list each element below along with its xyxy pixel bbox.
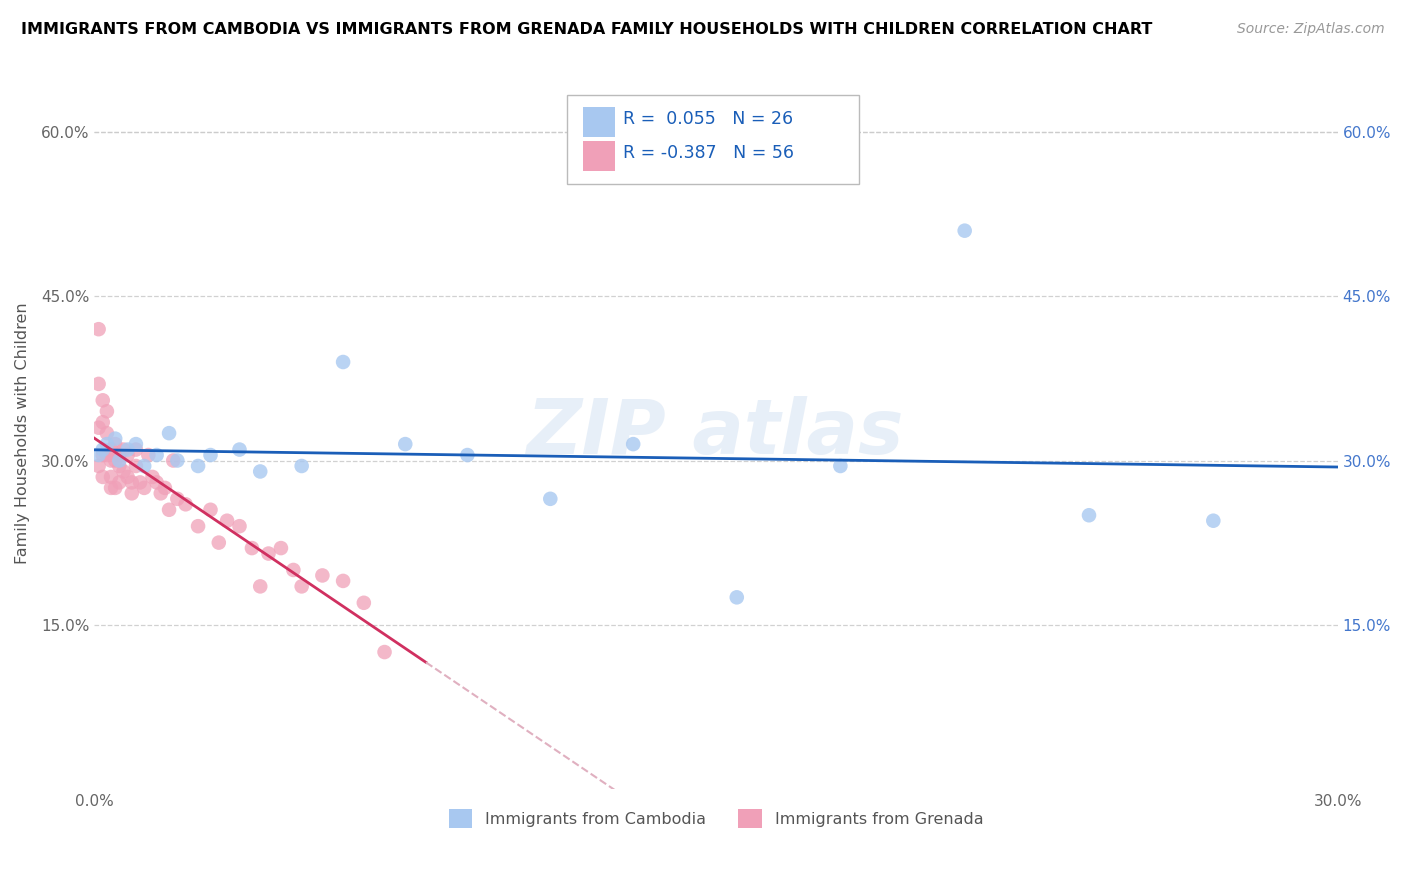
Point bbox=[187, 519, 209, 533]
Point bbox=[332, 355, 354, 369]
Point bbox=[394, 437, 416, 451]
Point bbox=[91, 442, 114, 457]
Point bbox=[87, 448, 110, 462]
Point bbox=[332, 574, 354, 588]
Point bbox=[121, 475, 143, 490]
Text: R =  0.055   N = 26: R = 0.055 N = 26 bbox=[623, 110, 793, 128]
Point bbox=[100, 442, 122, 457]
Point bbox=[91, 448, 114, 462]
Y-axis label: Family Households with Children: Family Households with Children bbox=[15, 302, 30, 564]
Point bbox=[240, 541, 263, 555]
FancyBboxPatch shape bbox=[567, 95, 859, 184]
Point bbox=[108, 453, 131, 467]
Point bbox=[270, 541, 292, 555]
Point bbox=[374, 645, 396, 659]
Point bbox=[104, 453, 127, 467]
Point bbox=[87, 322, 110, 336]
Point bbox=[1202, 514, 1225, 528]
Point bbox=[725, 591, 748, 605]
Point bbox=[157, 502, 180, 516]
Point bbox=[291, 458, 314, 473]
FancyBboxPatch shape bbox=[583, 142, 616, 171]
Point bbox=[129, 475, 152, 490]
Point bbox=[104, 432, 127, 446]
Point bbox=[100, 481, 122, 495]
Point bbox=[149, 486, 172, 500]
Point bbox=[228, 442, 250, 457]
Point bbox=[108, 448, 131, 462]
Point bbox=[125, 442, 148, 457]
Point bbox=[228, 519, 250, 533]
Point bbox=[117, 442, 139, 457]
Point bbox=[157, 426, 180, 441]
Point bbox=[100, 453, 122, 467]
Point bbox=[145, 475, 167, 490]
Point bbox=[91, 415, 114, 429]
Point bbox=[125, 437, 148, 451]
Point bbox=[108, 458, 131, 473]
Point bbox=[117, 448, 139, 462]
Point bbox=[953, 224, 976, 238]
Point bbox=[134, 481, 156, 495]
Point bbox=[100, 470, 122, 484]
Text: Source: ZipAtlas.com: Source: ZipAtlas.com bbox=[1237, 22, 1385, 37]
Point bbox=[283, 563, 305, 577]
Text: IMMIGRANTS FROM CAMBODIA VS IMMIGRANTS FROM GRENADA FAMILY HOUSEHOLDS WITH CHILD: IMMIGRANTS FROM CAMBODIA VS IMMIGRANTS F… bbox=[21, 22, 1153, 37]
Point bbox=[108, 475, 131, 490]
Point bbox=[257, 547, 280, 561]
Point bbox=[125, 458, 148, 473]
Point bbox=[166, 491, 188, 506]
Point bbox=[830, 458, 852, 473]
Point bbox=[87, 420, 110, 434]
Point bbox=[291, 579, 314, 593]
Point bbox=[96, 404, 118, 418]
Point bbox=[249, 579, 271, 593]
Point bbox=[121, 486, 143, 500]
Point bbox=[174, 497, 197, 511]
Point bbox=[456, 448, 478, 462]
Text: ZIP atlas: ZIP atlas bbox=[527, 396, 905, 470]
Point bbox=[141, 470, 163, 484]
Point bbox=[91, 393, 114, 408]
FancyBboxPatch shape bbox=[583, 107, 616, 137]
Point bbox=[134, 458, 156, 473]
Point bbox=[112, 442, 135, 457]
Point bbox=[162, 453, 184, 467]
Point bbox=[217, 514, 239, 528]
Point bbox=[87, 376, 110, 391]
Point bbox=[208, 535, 231, 549]
Point bbox=[353, 596, 375, 610]
Point bbox=[87, 458, 110, 473]
Point bbox=[104, 437, 127, 451]
Point bbox=[166, 453, 188, 467]
Legend: Immigrants from Cambodia, Immigrants from Grenada: Immigrants from Cambodia, Immigrants fro… bbox=[441, 803, 990, 834]
Point bbox=[145, 448, 167, 462]
Point bbox=[138, 448, 160, 462]
Point bbox=[1078, 508, 1101, 523]
Point bbox=[96, 426, 118, 441]
Point bbox=[621, 437, 644, 451]
Point bbox=[112, 465, 135, 479]
Text: R = -0.387   N = 56: R = -0.387 N = 56 bbox=[623, 144, 794, 161]
Point bbox=[200, 502, 222, 516]
Point bbox=[311, 568, 333, 582]
Point bbox=[117, 470, 139, 484]
Point bbox=[153, 481, 176, 495]
Point bbox=[96, 437, 118, 451]
Point bbox=[187, 458, 209, 473]
Point bbox=[91, 470, 114, 484]
Point bbox=[538, 491, 561, 506]
Point bbox=[200, 448, 222, 462]
Point bbox=[96, 448, 118, 462]
Point bbox=[104, 481, 127, 495]
Point bbox=[249, 465, 271, 479]
